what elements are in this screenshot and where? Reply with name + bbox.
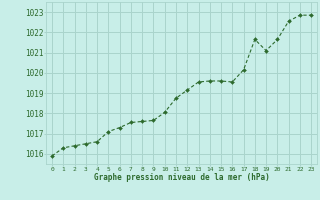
X-axis label: Graphe pression niveau de la mer (hPa): Graphe pression niveau de la mer (hPa) bbox=[94, 173, 269, 182]
